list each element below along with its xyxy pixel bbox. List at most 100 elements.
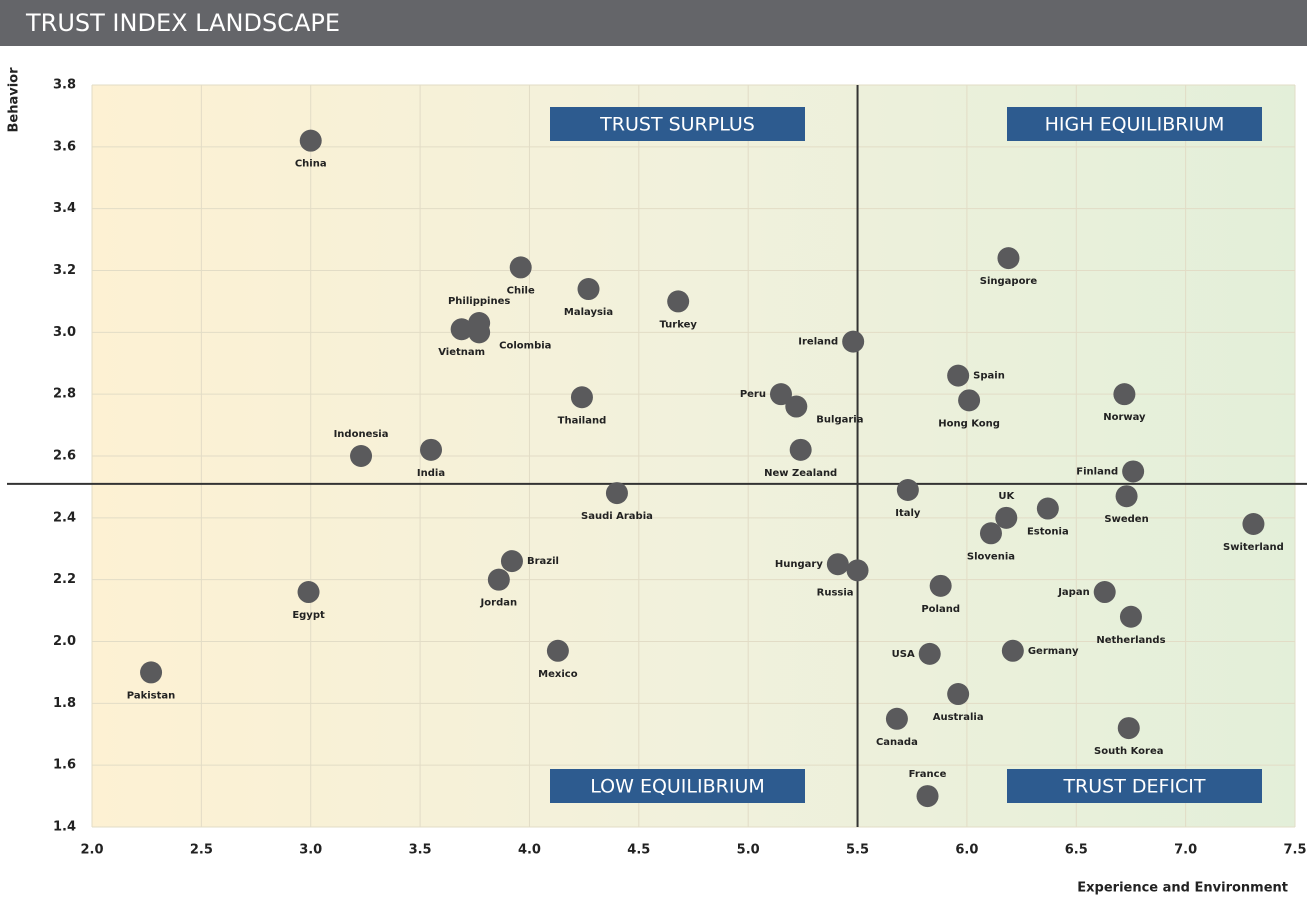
point [947, 364, 970, 387]
point-label: Finland [1076, 466, 1118, 477]
point [995, 506, 1018, 529]
point [140, 661, 163, 684]
x-tick-label: 4.0 [518, 843, 541, 858]
x-tick-label: 3.0 [299, 843, 322, 858]
point-label: USA [892, 649, 915, 660]
x-tick-label: 4.5 [627, 843, 650, 858]
y-tick-label: 3.2 [53, 263, 76, 278]
point-label: Indonesia [334, 429, 389, 440]
point-label: Thailand [558, 415, 607, 426]
point [842, 330, 865, 353]
point [500, 550, 523, 573]
point [487, 568, 510, 591]
y-tick-label: 2.2 [53, 572, 76, 587]
point [929, 574, 952, 597]
point-label: Brazil [527, 556, 559, 567]
point [769, 383, 792, 406]
x-tick-label: 6.5 [1065, 843, 1088, 858]
x-tick-label: 2.0 [80, 843, 103, 858]
point [979, 522, 1002, 545]
point-label: Poland [921, 604, 960, 615]
quadrant-box [1007, 107, 1262, 141]
point [1036, 497, 1059, 520]
point-label: Colombia [499, 340, 551, 351]
x-tick-label: 2.5 [190, 843, 213, 858]
header-bar [0, 0, 1307, 46]
point-label: Estonia [1027, 527, 1069, 538]
point [546, 639, 569, 662]
point [958, 389, 981, 412]
point [420, 438, 443, 461]
quadrant-box [1007, 769, 1262, 803]
point [299, 129, 322, 152]
point-label: Japan [1057, 587, 1090, 598]
point-label: Germany [1028, 646, 1079, 657]
point-label: Netherlands [1096, 635, 1165, 646]
point-label: Malaysia [564, 307, 613, 318]
point-label: Spain [973, 371, 1005, 382]
point [896, 479, 919, 502]
point-label: Hong Kong [938, 418, 1000, 429]
point [1242, 513, 1265, 536]
y-tick-label: 3.0 [53, 325, 76, 340]
chart-title: TRUST INDEX LANDSCAPE [25, 9, 340, 37]
point [789, 438, 812, 461]
point [468, 321, 491, 344]
point [450, 318, 473, 341]
point [916, 785, 939, 808]
point-label: Norway [1103, 412, 1146, 423]
point [1122, 460, 1145, 483]
point [667, 290, 690, 313]
point-label: Ireland [798, 337, 838, 348]
point-label: Australia [933, 712, 984, 723]
point-label: Chile [507, 285, 535, 296]
x-tick-label: 5.5 [846, 843, 869, 858]
x-tick-label: 5.0 [737, 843, 760, 858]
quadrant-label: LOW EQUILIBRIUM [590, 776, 765, 798]
point-label: UK [998, 491, 1015, 502]
point [297, 581, 320, 604]
point [605, 482, 628, 505]
point [1093, 581, 1116, 604]
point-label: India [417, 468, 445, 479]
point [350, 445, 373, 467]
point [570, 386, 593, 409]
quadrant-label: HIGH EQUILIBRIUM [1045, 114, 1225, 136]
point-label: Peru [740, 389, 766, 400]
y-tick-label: 1.6 [53, 758, 76, 773]
point [1117, 717, 1140, 740]
point [997, 247, 1020, 270]
y-tick-label: 2.0 [53, 634, 76, 649]
y-tick-label: 3.4 [53, 201, 76, 216]
point-label: Jordan [480, 598, 518, 609]
point-label: China [295, 159, 327, 170]
point [885, 707, 908, 730]
point-label: Vietnam [438, 347, 485, 358]
point [826, 553, 849, 576]
point-label: Switerland [1223, 542, 1284, 553]
y-tick-label: 1.8 [53, 696, 76, 711]
x-axis-label: Experience and Environment [1077, 881, 1288, 896]
point-label: New Zealand [764, 468, 837, 479]
point [509, 256, 532, 279]
point-label: Slovenia [967, 551, 1015, 562]
point [1113, 383, 1136, 406]
point-label: Hungary [775, 559, 823, 570]
y-tick-label: 2.6 [53, 449, 76, 464]
y-tick-label: 2.4 [53, 510, 76, 525]
quadrant-label: TRUST DEFICIT [1062, 776, 1205, 798]
point-label: Egypt [292, 610, 325, 621]
quadrant-box [550, 769, 805, 803]
point-label: Bulgaria [816, 415, 863, 426]
point-label: South Korea [1094, 746, 1163, 757]
point-label: Philippines [448, 296, 510, 307]
point [1115, 485, 1138, 508]
y-tick-label: 3.8 [53, 78, 76, 93]
x-tick-label: 6.0 [955, 843, 978, 858]
point-label: Italy [895, 508, 921, 519]
point-label: Saudi Arabia [581, 511, 653, 522]
point [785, 395, 808, 418]
point-label: Turkey [659, 319, 697, 330]
point-label: Canada [876, 737, 918, 748]
